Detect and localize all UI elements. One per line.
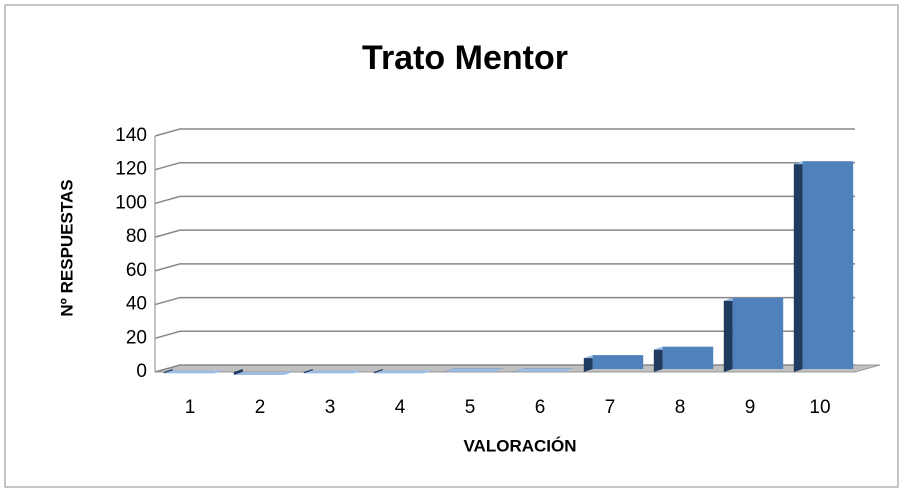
bar-face: [793, 161, 803, 372]
bar-face: [233, 372, 294, 375]
bar: [653, 346, 714, 372]
bar-face: [732, 297, 784, 369]
y-tick-label: 20: [126, 327, 147, 348]
grid-line: [154, 330, 855, 340]
bar: [303, 369, 364, 374]
x-tick-label: 3: [325, 397, 336, 418]
x-tick-label: 1: [185, 397, 196, 418]
x-tick-label: 9: [745, 397, 756, 418]
y-tick-label: 100: [115, 192, 147, 213]
bar: [583, 355, 644, 372]
y-tick-label: 40: [126, 294, 147, 315]
grid-line: [154, 263, 855, 272]
bar: [443, 368, 504, 372]
x-axis-label: VALORACIÓN: [463, 436, 576, 455]
grid-line: [154, 161, 855, 171]
y-tick-label: 80: [126, 226, 147, 247]
x-tick-label: 5: [465, 397, 476, 418]
x-tick-label: 7: [605, 397, 616, 418]
chart-title: Trato Mentor: [362, 39, 568, 77]
y-tick-label: 0: [136, 361, 147, 382]
bar: [793, 161, 854, 372]
bar: [163, 369, 224, 374]
grid-line: [154, 296, 855, 306]
bar-face: [303, 370, 364, 374]
y-tick-label: 140: [115, 125, 147, 146]
y-tick-label: 60: [126, 260, 147, 281]
bar-face: [723, 297, 733, 372]
bar: [513, 368, 574, 372]
grid-line: [154, 229, 855, 238]
x-tick-label: 4: [395, 397, 406, 418]
bar-face: [583, 355, 593, 372]
bar-face: [373, 369, 383, 374]
grid-line: [154, 195, 855, 205]
bar-face: [163, 369, 173, 374]
bar-face: [373, 370, 434, 374]
x-tick-label: 6: [535, 397, 546, 418]
y-axis-label: Nº RESPUESTAS: [57, 179, 76, 316]
x-tick-label: 2: [255, 397, 266, 418]
bar: [233, 369, 294, 375]
bar-face: [163, 370, 224, 374]
bar-face: [802, 161, 854, 369]
bar-face: [662, 346, 714, 369]
grid-line: [154, 128, 855, 137]
chart-frame: [4, 4, 899, 488]
bar: [373, 369, 434, 374]
x-tick-label: 8: [675, 397, 686, 418]
bar-face: [443, 368, 504, 372]
x-tick-label: 10: [809, 397, 830, 418]
bar-face: [592, 355, 644, 369]
bar-face: [653, 346, 663, 372]
bar-face: [303, 369, 313, 374]
bar-face: [513, 368, 574, 372]
bar-face: [233, 369, 243, 375]
bar: [723, 297, 784, 372]
y-tick-label: 120: [115, 159, 147, 180]
